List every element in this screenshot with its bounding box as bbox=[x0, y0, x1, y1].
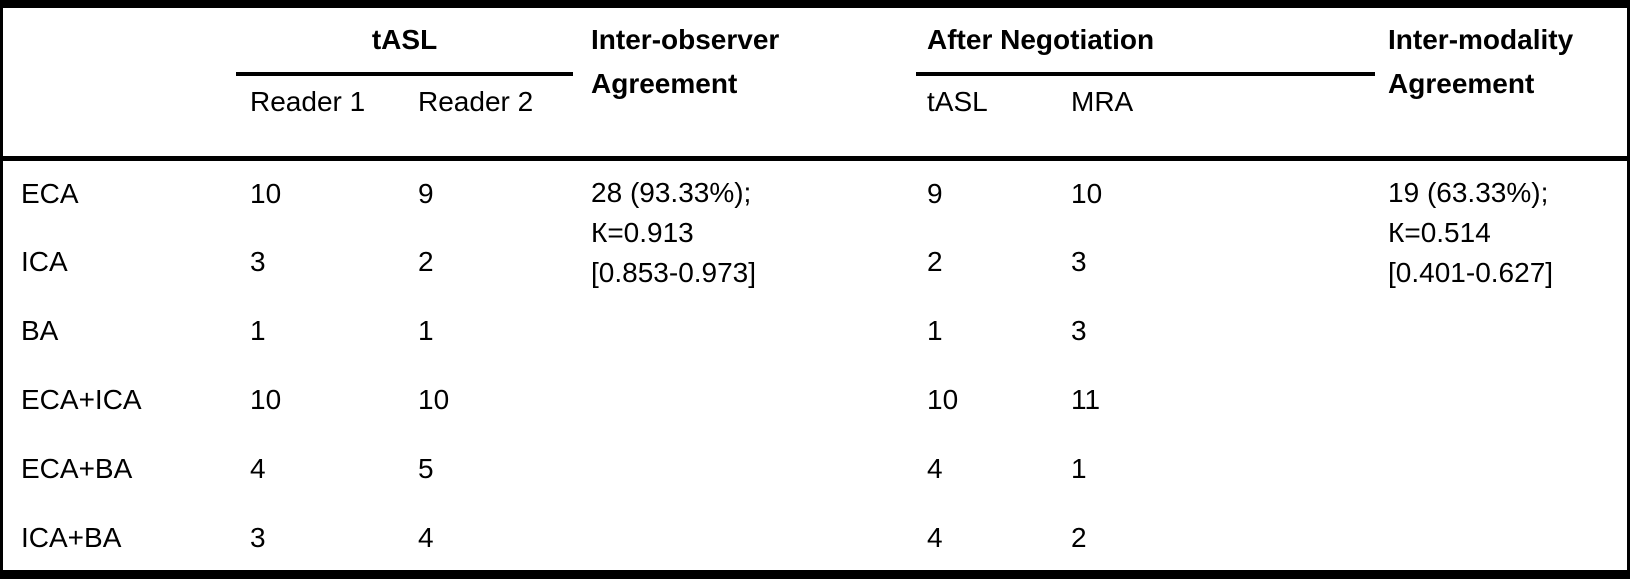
row-label: ICA bbox=[21, 246, 68, 277]
cell-after-mra: 10 bbox=[1071, 178, 1103, 210]
cell-reader2: 1 bbox=[418, 315, 434, 346]
cell-reader1: 10 bbox=[250, 384, 282, 415]
cell-after-tasl: 4 bbox=[927, 453, 943, 484]
cell-after-tasl: 9 bbox=[927, 178, 943, 210]
cell-after-mra: 3 bbox=[1071, 246, 1087, 277]
cell-after-mra: 2 bbox=[1071, 522, 1087, 553]
results-table: tASL Inter-observer Agreement After Nego… bbox=[3, 8, 1627, 571]
inter-modality-ci: [0.401-0.627] bbox=[1388, 257, 1554, 288]
table-row: ICA+BA 3 4 4 2 bbox=[3, 504, 1627, 571]
header-empty bbox=[3, 8, 236, 161]
table-row: BA 1 1 1 3 bbox=[3, 297, 1627, 366]
cell-reader2: 9 bbox=[418, 178, 434, 210]
header-inter-observer-line2: Agreement bbox=[591, 68, 738, 99]
header-reader2: Reader 2 bbox=[400, 74, 574, 161]
table-body: ECA 10 9 28 (93.33%); К=0.913 [0.853-0.9… bbox=[3, 159, 1627, 571]
row-label: ECA+BA bbox=[21, 453, 133, 484]
cell-reader2: 4 bbox=[418, 522, 434, 553]
cell-inter-modality-agreement: 19 (63.33%); К=0.514 [0.401-0.627] bbox=[1375, 159, 1627, 571]
inter-observer-ci: [0.853-0.973] bbox=[591, 257, 757, 288]
table-row: ECA+BA 4 5 4 1 bbox=[3, 435, 1627, 504]
header-reader1: Reader 1 bbox=[236, 74, 400, 161]
table-header: tASL Inter-observer Agreement After Nego… bbox=[3, 8, 1627, 161]
header-inter-modality: Inter-modality Agreement bbox=[1375, 8, 1627, 161]
inter-modality-kappa: К=0.514 bbox=[1388, 217, 1491, 248]
cell-after-tasl: 2 bbox=[927, 246, 943, 277]
cell-reader1: 4 bbox=[250, 453, 266, 484]
row-label: ECA bbox=[21, 178, 79, 210]
cell-after-mra: 1 bbox=[1071, 453, 1087, 484]
cell-after-mra: 11 bbox=[1071, 384, 1101, 415]
header-inter-modality-line1: Inter-modality bbox=[1388, 24, 1574, 55]
cell-after-tasl: 10 bbox=[927, 384, 959, 415]
cell-reader1: 3 bbox=[250, 246, 266, 277]
cell-reader1: 3 bbox=[250, 522, 266, 553]
header-inter-observer-line1: Inter-observer bbox=[591, 24, 780, 55]
cell-reader2: 5 bbox=[418, 453, 434, 484]
cell-reader2: 2 bbox=[418, 246, 434, 277]
cell-after-tasl: 4 bbox=[927, 522, 943, 553]
inter-modality-count: 19 (63.33%); bbox=[1388, 177, 1549, 208]
header-tasl-group: tASL bbox=[236, 8, 574, 76]
cell-inter-observer-agreement: 28 (93.33%); К=0.913 [0.853-0.973] bbox=[573, 159, 916, 571]
row-label: ECA+ICA bbox=[21, 384, 142, 415]
row-label: ICA+BA bbox=[21, 522, 122, 553]
table-row: ECA+ICA 10 10 10 11 bbox=[3, 366, 1627, 435]
table-row: ICA 3 2 2 3 bbox=[3, 228, 1627, 297]
header-tasl-sub: tASL bbox=[916, 74, 1061, 161]
inter-observer-count: 28 (93.33%); bbox=[591, 177, 752, 208]
cell-after-mra: 3 bbox=[1071, 315, 1087, 346]
header-after-negotiation: After Negotiation bbox=[916, 8, 1376, 76]
inter-observer-kappa: К=0.913 bbox=[591, 217, 694, 248]
cell-reader2: 10 bbox=[418, 384, 450, 415]
header-mra: MRA bbox=[1060, 74, 1376, 161]
header-inter-modality-line2: Agreement bbox=[1388, 68, 1535, 99]
table-row: ECA 10 9 28 (93.33%); К=0.913 [0.853-0.9… bbox=[3, 159, 1627, 288]
cell-reader1: 10 bbox=[250, 178, 282, 210]
header-inter-observer: Inter-observer Agreement bbox=[573, 8, 917, 161]
cell-reader1: 1 bbox=[250, 315, 266, 346]
cell-after-tasl: 1 bbox=[927, 315, 943, 346]
row-label: BA bbox=[21, 315, 59, 346]
